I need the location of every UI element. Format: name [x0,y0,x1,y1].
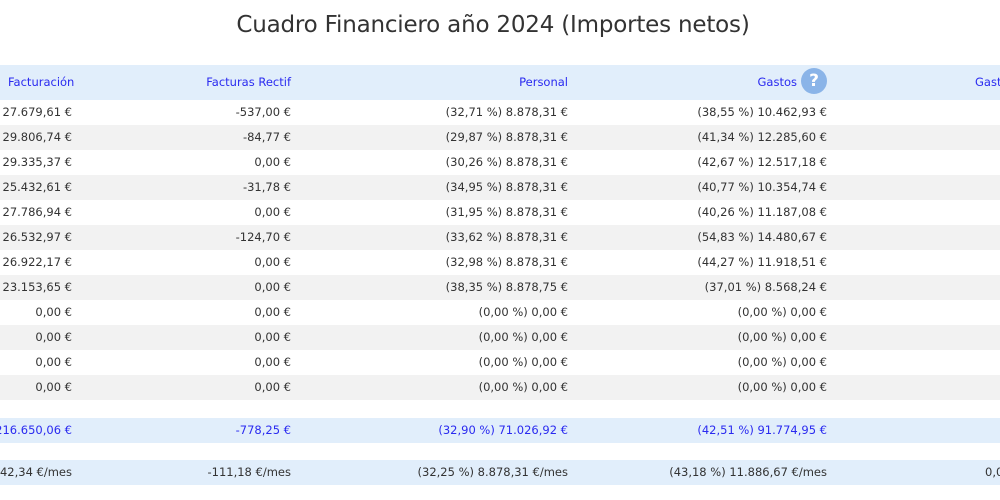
cell-personal: (29,87 %) 8.878,31 € [445,130,568,144]
table-row: 29.335,37 € 0,00 € (30,26 %) 8.878,31 € (42… [0,150,1000,175]
table-row: 25.432,61 € -31,78 € (34,95 %) 8.878,31 € (… [0,175,1000,200]
table-row: 23.153,65 € 0,00 € (38,35 %) 8.878,75 € (37… [0,275,1000,300]
cell-gastos: (44,27 %) 11.918,51 € [697,255,827,269]
cell-facturas-rectif: -31,78 € [242,180,291,194]
table-row: 0,00 € 0,00 € (0,00 %) 0,00 € (0,00 %) 0,00… [0,300,1000,325]
cell-personal: (0,00 %) 0,00 € [478,330,568,344]
question-mark-icon[interactable]: ? [801,68,827,94]
cell-gastos: (0,00 %) 0,00 € [737,355,827,369]
table-row: 26.922,17 € 0,00 € (32,98 %) 8.878,31 € (44… [0,250,1000,275]
total-gastos: (42,51 %) 91.774,95 € [697,423,827,437]
cell-facturacion: 0,00 € [35,355,72,369]
averages-row: 642,34 €/mes -111,18 €/mes (32,25 %) 8.8… [0,460,1000,485]
header-gastos-extra[interactable]: Gast [975,75,1000,89]
header-gastos: Gastos? [757,65,827,100]
cell-facturacion: 27.679,61 € [2,105,73,119]
cell-personal: (0,00 %) 0,00 € [478,380,568,394]
cell-facturas-rectif: -124,70 € [235,230,291,244]
cell-facturacion: 23.153,65 € [2,280,73,294]
cell-facturacion: 26.532,97 € [2,230,73,244]
cell-facturacion: 0,00 € [35,380,72,394]
cell-gastos: (54,83 %) 14.480,67 € [697,230,827,244]
table-row: 29.806,74 € -84,77 € (29,87 %) 8.878,31 € (… [0,125,1000,150]
cell-gastos: (42,67 %) 12.517,18 € [697,155,827,169]
cell-gastos: (40,26 %) 11.187,08 € [697,205,827,219]
table-row: 26.532,97 € -124,70 € (33,62 %) 8.878,31 €… [0,225,1000,250]
cell-facturacion: 26.922,17 € [2,255,73,269]
header-facturas-rectif[interactable]: Facturas Rectif [206,75,291,89]
total-personal: (32,90 %) 71.026,92 € [438,423,568,437]
cell-facturas-rectif: 0,00 € [254,205,291,219]
cell-facturacion: 25.432,61 € [2,180,73,194]
table-header: Facturación Facturas Rectif Personal Gas… [0,65,1000,100]
cell-facturas-rectif: 0,00 € [254,155,291,169]
cell-facturas-rectif: 0,00 € [254,380,291,394]
cell-facturas-rectif: 0,00 € [254,255,291,269]
cell-facturacion: 0,00 € [35,305,72,319]
cell-facturas-rectif: 0,00 € [254,305,291,319]
table-row: 0,00 € 0,00 € (0,00 %) 0,00 € (0,00 %) 0,00… [0,325,1000,350]
cell-gastos: (41,34 %) 12.285,60 € [697,130,827,144]
cell-facturas-rectif: 0,00 € [254,330,291,344]
cell-personal: (32,98 %) 8.878,31 € [445,255,568,269]
cell-personal: (0,00 %) 0,00 € [478,305,568,319]
header-gastos-label[interactable]: Gastos [757,75,798,89]
cell-facturas-rectif: -84,77 € [242,130,291,144]
total-facturacion: 216.650,06 € [0,423,72,437]
avg-gastos: (43,18 %) 11.886,67 €/mes [669,465,827,479]
cell-facturas-rectif: -537,00 € [235,105,291,119]
totals-row: 216.650,06 € -778,25 € (32,90 %) 71.026,… [0,418,1000,443]
header-personal[interactable]: Personal [519,75,568,89]
page-title: Cuadro Financiero año 2024 (Importes net… [236,12,750,38]
cell-facturacion: 29.335,37 € [2,155,73,169]
cell-gastos: (40,77 %) 10.354,74 € [697,180,827,194]
cell-facturacion: 29.806,74 € [2,130,73,144]
cell-facturas-rectif: 0,00 € [254,355,291,369]
cell-gastos: (38,55 %) 10.462,93 € [697,105,827,119]
avg-personal: (32,25 %) 8.878,31 €/mes [417,465,568,479]
cell-personal: (32,71 %) 8.878,31 € [445,105,568,119]
cell-personal: (33,62 %) 8.878,31 € [445,230,568,244]
avg-facturas-rectif: -111,18 €/mes [207,465,291,479]
table-row: 27.786,94 € 0,00 € (31,95 %) 8.878,31 € (40… [0,200,1000,225]
cell-facturacion: 0,00 € [35,330,72,344]
total-facturas-rectif: -778,25 € [235,423,291,437]
avg-gastos-extra: 0,0 [985,465,1000,479]
cell-gastos: (37,01 %) 8.568,24 € [704,280,827,294]
cell-personal: (31,95 %) 8.878,31 € [445,205,568,219]
avg-facturacion: 642,34 €/mes [0,465,72,479]
cell-personal: (30,26 %) 8.878,31 € [445,155,568,169]
table-row: 0,00 € 0,00 € (0,00 %) 0,00 € (0,00 %) 0,00… [0,375,1000,400]
cell-personal: (0,00 %) 0,00 € [478,355,568,369]
header-facturacion[interactable]: Facturación [8,75,75,89]
table-row: 27.679,61 € -537,00 € (32,71 %) 8.878,31 €… [0,100,1000,125]
cell-gastos: (0,00 %) 0,00 € [737,305,827,319]
table-row: 0,00 € 0,00 € (0,00 %) 0,00 € (0,00 %) 0,00… [0,350,1000,375]
cell-facturas-rectif: 0,00 € [254,280,291,294]
cell-personal: (38,35 %) 8.878,75 € [445,280,568,294]
cell-gastos: (0,00 %) 0,00 € [737,380,827,394]
cell-gastos: (0,00 %) 0,00 € [737,330,827,344]
cell-facturacion: 27.786,94 € [2,205,73,219]
cell-personal: (34,95 %) 8.878,31 € [445,180,568,194]
